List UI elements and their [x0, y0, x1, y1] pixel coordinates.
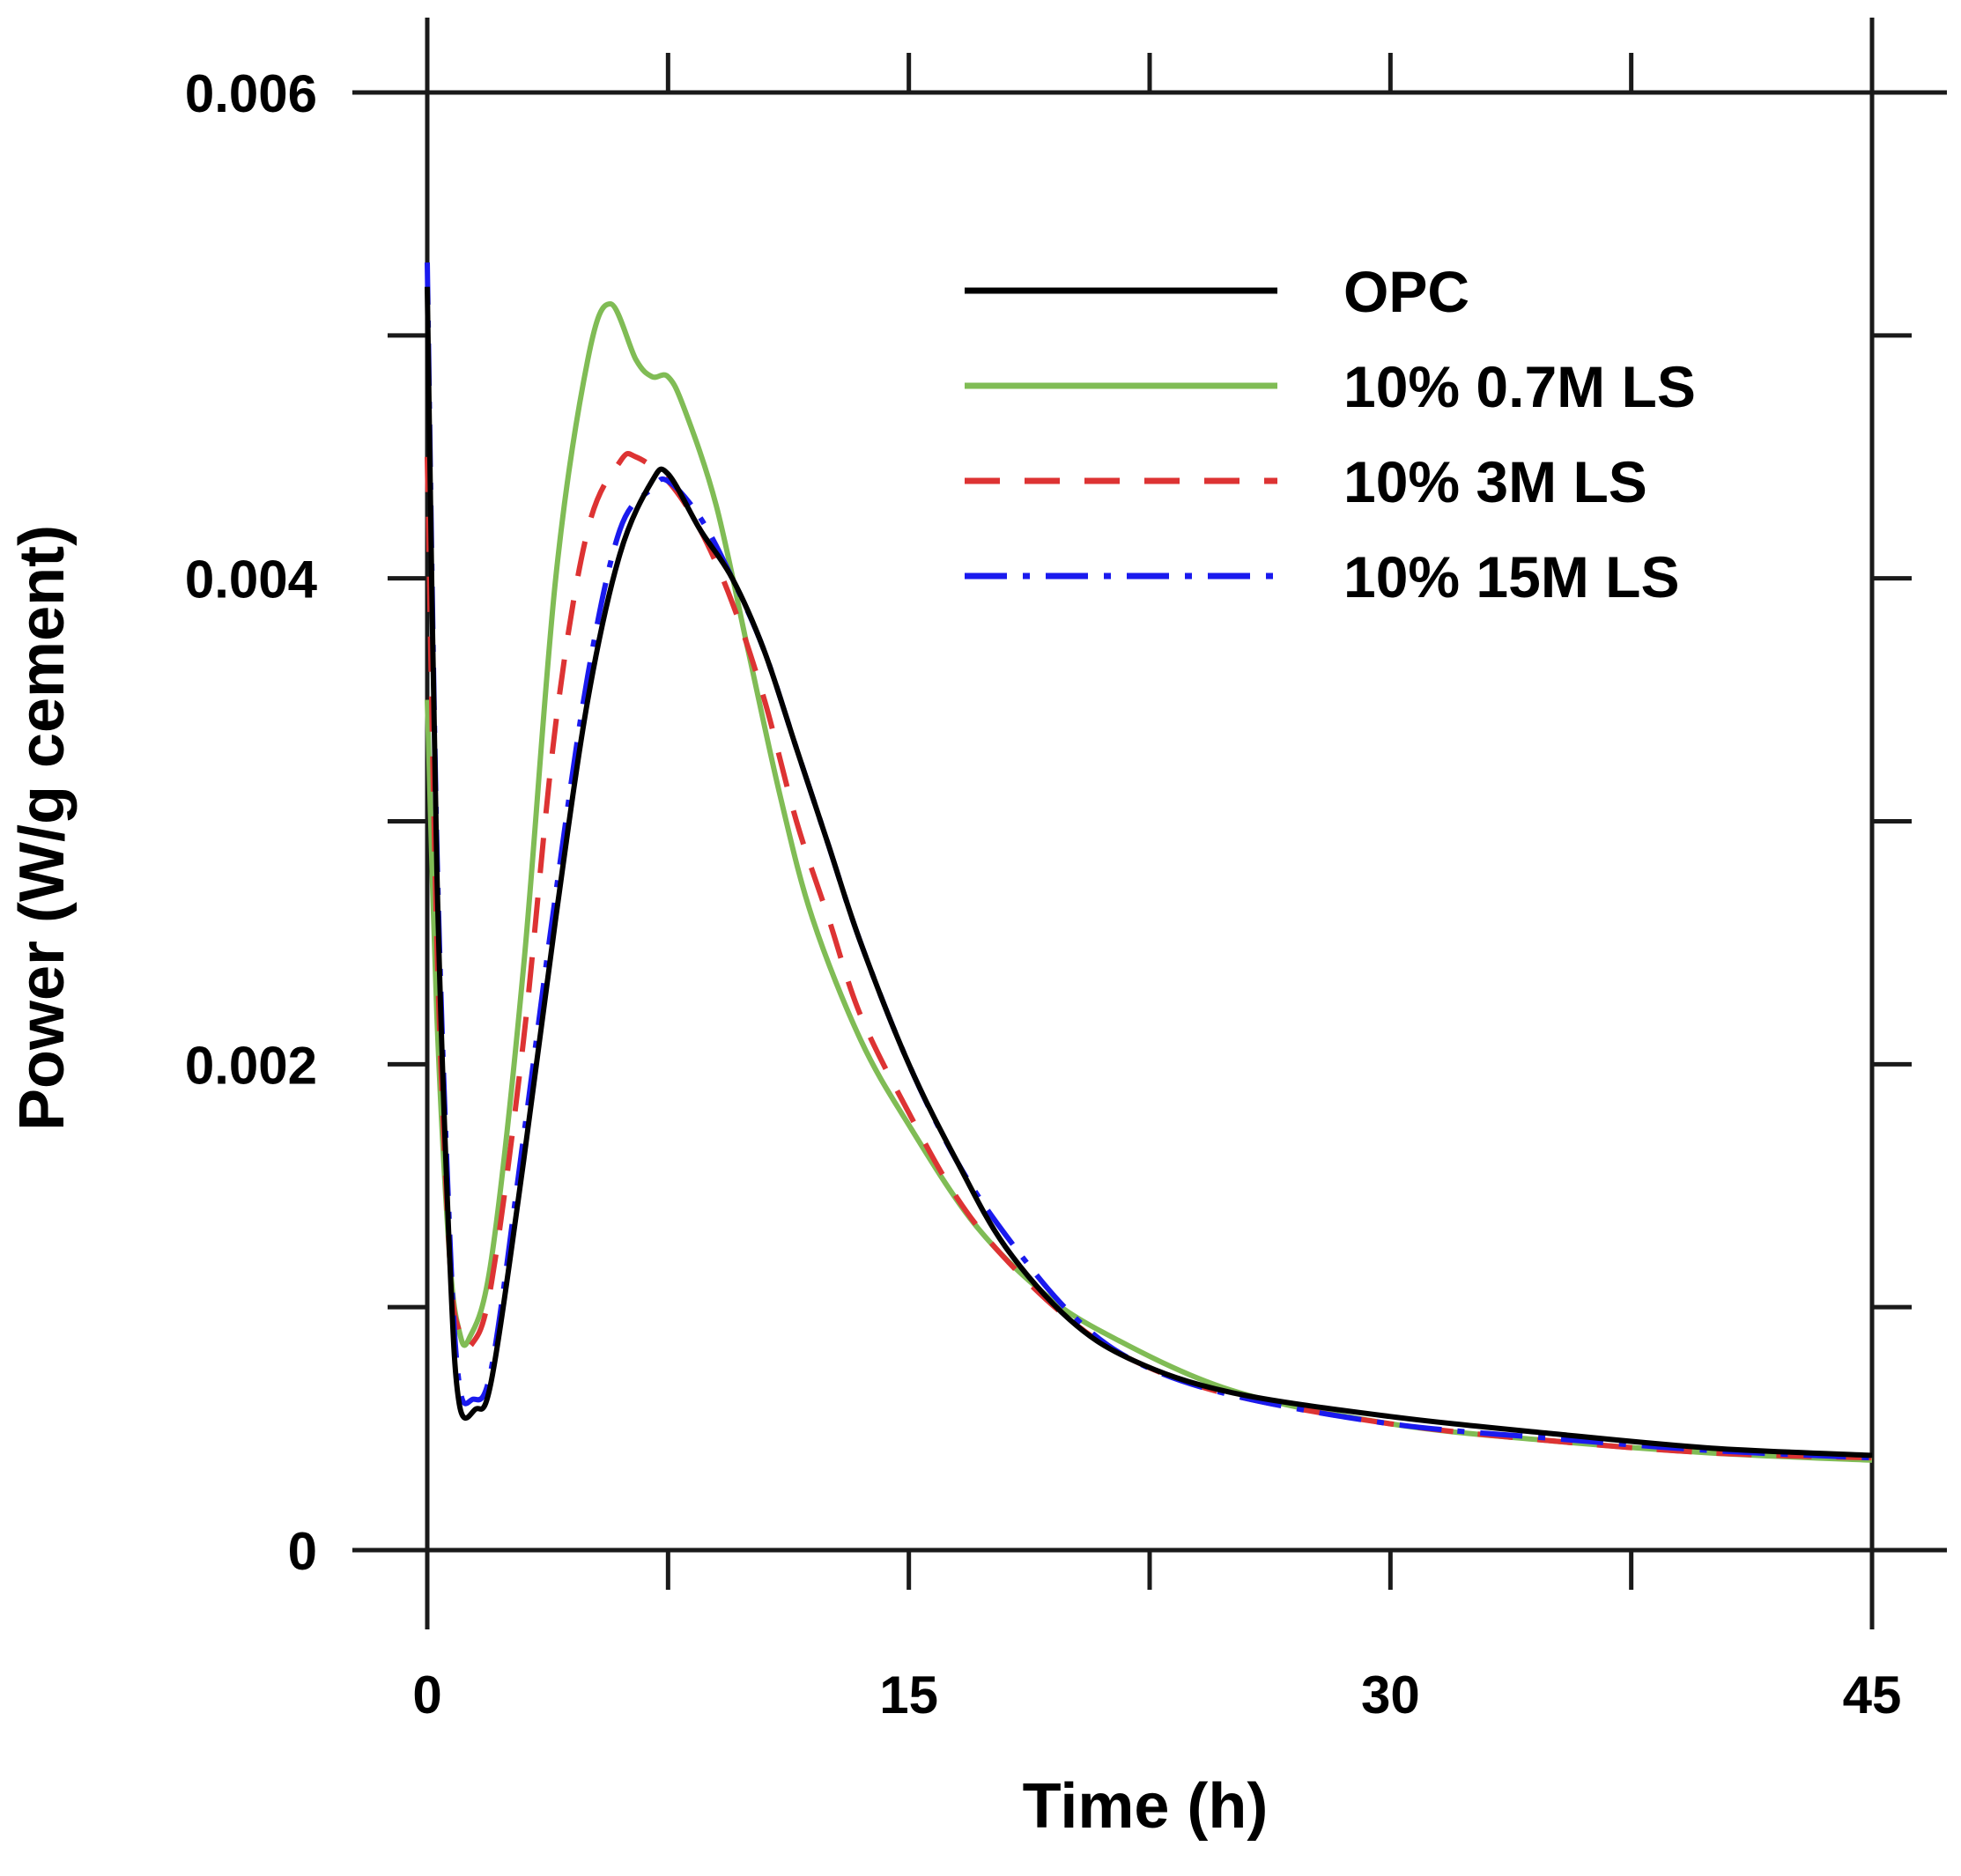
tick-labels: 0 15 30 45 0 0.002 0.004 0.006 [185, 64, 1902, 1725]
y-tick-label: 0.004 [185, 550, 318, 609]
legend: OPC 10% 0.7M LS 10% 3M LS 10% 15M LS [965, 259, 1696, 609]
axis-ticks [388, 53, 1912, 1590]
x-tick-label: 45 [1843, 1666, 1902, 1725]
y-axis-title: Power (W/g cement) [7, 525, 78, 1131]
data-series [425, 262, 1873, 1463]
y-tick-label: 0 [288, 1522, 317, 1581]
legend-label: OPC [1343, 259, 1469, 324]
x-tick-label: 30 [1361, 1666, 1420, 1725]
legend-label: 10% 15M LS [1343, 544, 1680, 609]
series-line-10-0-7m-ls [425, 301, 1873, 1463]
series-line-10-15m-ls [425, 262, 1873, 1461]
legend-label: 10% 0.7M LS [1343, 354, 1696, 419]
plot-frame [352, 18, 1947, 1629]
x-tick-label: 15 [879, 1666, 938, 1725]
y-tick-label: 0.002 [185, 1036, 317, 1095]
series-line-opc [425, 286, 1873, 1459]
legend-label: 10% 3M LS [1343, 449, 1647, 514]
x-axis-title: Time (h) [1023, 1771, 1269, 1842]
x-tick-label: 0 [412, 1666, 441, 1725]
series-line-10-3m-ls [425, 451, 1873, 1461]
y-tick-label: 0.006 [185, 64, 317, 123]
